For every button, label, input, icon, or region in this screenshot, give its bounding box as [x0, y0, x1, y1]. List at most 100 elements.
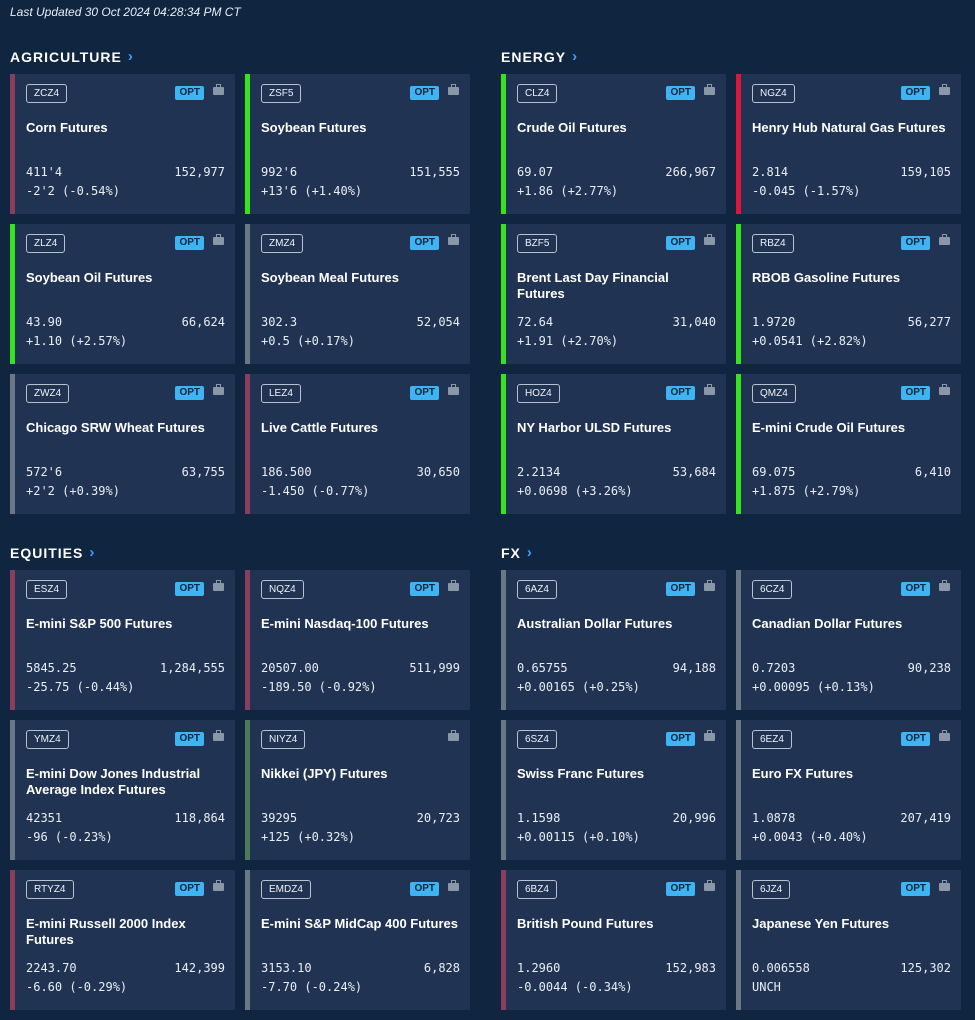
contract-name[interactable]: British Pound Futures: [517, 916, 654, 931]
options-badge[interactable]: OPT: [410, 386, 439, 400]
contract-name[interactable]: E-mini S&P MidCap 400 Futures: [261, 916, 458, 931]
futures-card[interactable]: RTYZ4 OPT E-mini Russell 2000 Index Futu…: [10, 870, 235, 1010]
briefcase-icon[interactable]: [213, 384, 224, 395]
futures-card[interactable]: 6EZ4 OPT Euro FX Futures 1.0878 207,419 …: [736, 720, 961, 860]
symbol-badge[interactable]: CLZ4: [517, 84, 558, 103]
futures-card[interactable]: HOZ4 OPT NY Harbor ULSD Futures 2.2134 5…: [501, 374, 726, 514]
contract-name[interactable]: Crude Oil Futures: [517, 120, 627, 135]
options-badge[interactable]: OPT: [175, 386, 204, 400]
contract-name[interactable]: Live Cattle Futures: [261, 420, 379, 435]
futures-card[interactable]: ZCZ4 OPT Corn Futures 411'4 152,977 -2'2…: [10, 74, 235, 214]
briefcase-icon[interactable]: [213, 880, 224, 891]
futures-card[interactable]: NGZ4 OPT Henry Hub Natural Gas Futures 2…: [736, 74, 961, 214]
symbol-badge[interactable]: ZSF5: [261, 84, 302, 103]
briefcase-icon[interactable]: [448, 580, 459, 591]
symbol-badge[interactable]: ZCZ4: [26, 84, 67, 103]
symbol-badge[interactable]: LEZ4: [261, 384, 301, 403]
futures-card[interactable]: 6BZ4 OPT British Pound Futures 1.2960 15…: [501, 870, 726, 1010]
briefcase-icon[interactable]: [939, 384, 950, 395]
briefcase-icon[interactable]: [213, 234, 224, 245]
symbol-badge[interactable]: QMZ4: [752, 384, 796, 403]
section-fx-link[interactable]: FX ›: [501, 544, 533, 561]
options-badge[interactable]: OPT: [666, 236, 695, 250]
section-energy-link[interactable]: ENERGY ›: [501, 48, 578, 65]
options-badge[interactable]: OPT: [410, 882, 439, 896]
futures-card[interactable]: CLZ4 OPT Crude Oil Futures 69.07 266,967…: [501, 74, 726, 214]
symbol-badge[interactable]: NQZ4: [261, 580, 304, 599]
futures-card[interactable]: YMZ4 OPT E-mini Dow Jones Industrial Ave…: [10, 720, 235, 860]
options-badge[interactable]: OPT: [666, 582, 695, 596]
futures-card[interactable]: ZLZ4 OPT Soybean Oil Futures 43.90 66,62…: [10, 224, 235, 364]
options-badge[interactable]: OPT: [175, 236, 204, 250]
contract-name[interactable]: NY Harbor ULSD Futures: [517, 420, 672, 435]
futures-card[interactable]: LEZ4 OPT Live Cattle Futures 186.500 30,…: [245, 374, 470, 514]
briefcase-icon[interactable]: [939, 84, 950, 95]
section-agriculture-link[interactable]: AGRICULTURE ›: [10, 48, 134, 65]
options-badge[interactable]: OPT: [175, 582, 204, 596]
briefcase-icon[interactable]: [939, 730, 950, 741]
contract-name[interactable]: RBOB Gasoline Futures: [752, 270, 901, 285]
futures-card[interactable]: ZWZ4 OPT Chicago SRW Wheat Futures 572'6…: [10, 374, 235, 514]
futures-card[interactable]: QMZ4 OPT E-mini Crude Oil Futures 69.075…: [736, 374, 961, 514]
options-badge[interactable]: OPT: [410, 86, 439, 100]
briefcase-icon[interactable]: [448, 384, 459, 395]
symbol-badge[interactable]: BZF5: [517, 234, 558, 253]
contract-name[interactable]: Australian Dollar Futures: [517, 616, 673, 631]
futures-card[interactable]: ZMZ4 OPT Soybean Meal Futures 302.3 52,0…: [245, 224, 470, 364]
symbol-badge[interactable]: 6JZ4: [752, 880, 791, 899]
contract-name[interactable]: Soybean Futures: [261, 120, 367, 135]
symbol-badge[interactable]: 6BZ4: [517, 880, 557, 899]
options-badge[interactable]: OPT: [901, 86, 930, 100]
symbol-badge[interactable]: ZWZ4: [26, 384, 70, 403]
options-badge[interactable]: OPT: [901, 732, 930, 746]
symbol-badge[interactable]: YMZ4: [26, 730, 69, 749]
contract-name[interactable]: Soybean Oil Futures: [26, 270, 153, 285]
contract-name[interactable]: E-mini S&P 500 Futures: [26, 616, 173, 631]
briefcase-icon[interactable]: [448, 880, 459, 891]
briefcase-icon[interactable]: [448, 234, 459, 245]
symbol-badge[interactable]: 6EZ4: [752, 730, 792, 749]
options-badge[interactable]: OPT: [666, 386, 695, 400]
contract-name[interactable]: E-mini Nasdaq-100 Futures: [261, 616, 429, 631]
contract-name[interactable]: Corn Futures: [26, 120, 108, 135]
briefcase-icon[interactable]: [704, 234, 715, 245]
symbol-badge[interactable]: 6CZ4: [752, 580, 793, 599]
futures-card[interactable]: 6AZ4 OPT Australian Dollar Futures 0.657…: [501, 570, 726, 710]
contract-name[interactable]: Euro FX Futures: [752, 766, 854, 781]
options-badge[interactable]: OPT: [410, 236, 439, 250]
symbol-badge[interactable]: ZMZ4: [261, 234, 304, 253]
briefcase-icon[interactable]: [448, 730, 459, 741]
futures-card[interactable]: EMDZ4 OPT E-mini S&P MidCap 400 Futures …: [245, 870, 470, 1010]
contract-name[interactable]: Japanese Yen Futures: [752, 916, 890, 931]
contract-name[interactable]: Nikkei (JPY) Futures: [261, 766, 388, 781]
briefcase-icon[interactable]: [704, 84, 715, 95]
briefcase-icon[interactable]: [939, 234, 950, 245]
symbol-badge[interactable]: ZLZ4: [26, 234, 66, 253]
briefcase-icon[interactable]: [704, 730, 715, 741]
symbol-badge[interactable]: HOZ4: [517, 384, 560, 403]
briefcase-icon[interactable]: [704, 580, 715, 591]
contract-name[interactable]: E-mini Russell 2000 Index Futures: [26, 916, 186, 947]
contract-name[interactable]: E-mini Crude Oil Futures: [752, 420, 906, 435]
briefcase-icon[interactable]: [213, 580, 224, 591]
options-badge[interactable]: OPT: [666, 86, 695, 100]
contract-name[interactable]: Henry Hub Natural Gas Futures: [752, 120, 946, 135]
options-badge[interactable]: OPT: [666, 882, 695, 896]
contract-name[interactable]: Chicago SRW Wheat Futures: [26, 420, 205, 435]
options-badge[interactable]: OPT: [901, 882, 930, 896]
briefcase-icon[interactable]: [939, 880, 950, 891]
options-badge[interactable]: OPT: [175, 86, 204, 100]
futures-card[interactable]: 6JZ4 OPT Japanese Yen Futures 0.006558 1…: [736, 870, 961, 1010]
futures-card[interactable]: 6CZ4 OPT Canadian Dollar Futures 0.7203 …: [736, 570, 961, 710]
briefcase-icon[interactable]: [213, 730, 224, 741]
briefcase-icon[interactable]: [939, 580, 950, 591]
symbol-badge[interactable]: 6SZ4: [517, 730, 557, 749]
futures-card[interactable]: BZF5 OPT Brent Last Day Financial Future…: [501, 224, 726, 364]
futures-card[interactable]: ESZ4 OPT E-mini S&P 500 Futures 5845.25 …: [10, 570, 235, 710]
options-badge[interactable]: OPT: [666, 732, 695, 746]
symbol-badge[interactable]: RBZ4: [752, 234, 794, 253]
options-badge[interactable]: OPT: [901, 582, 930, 596]
options-badge[interactable]: OPT: [175, 882, 204, 896]
symbol-badge[interactable]: NIYZ4: [261, 730, 306, 749]
symbol-badge[interactable]: NGZ4: [752, 84, 795, 103]
